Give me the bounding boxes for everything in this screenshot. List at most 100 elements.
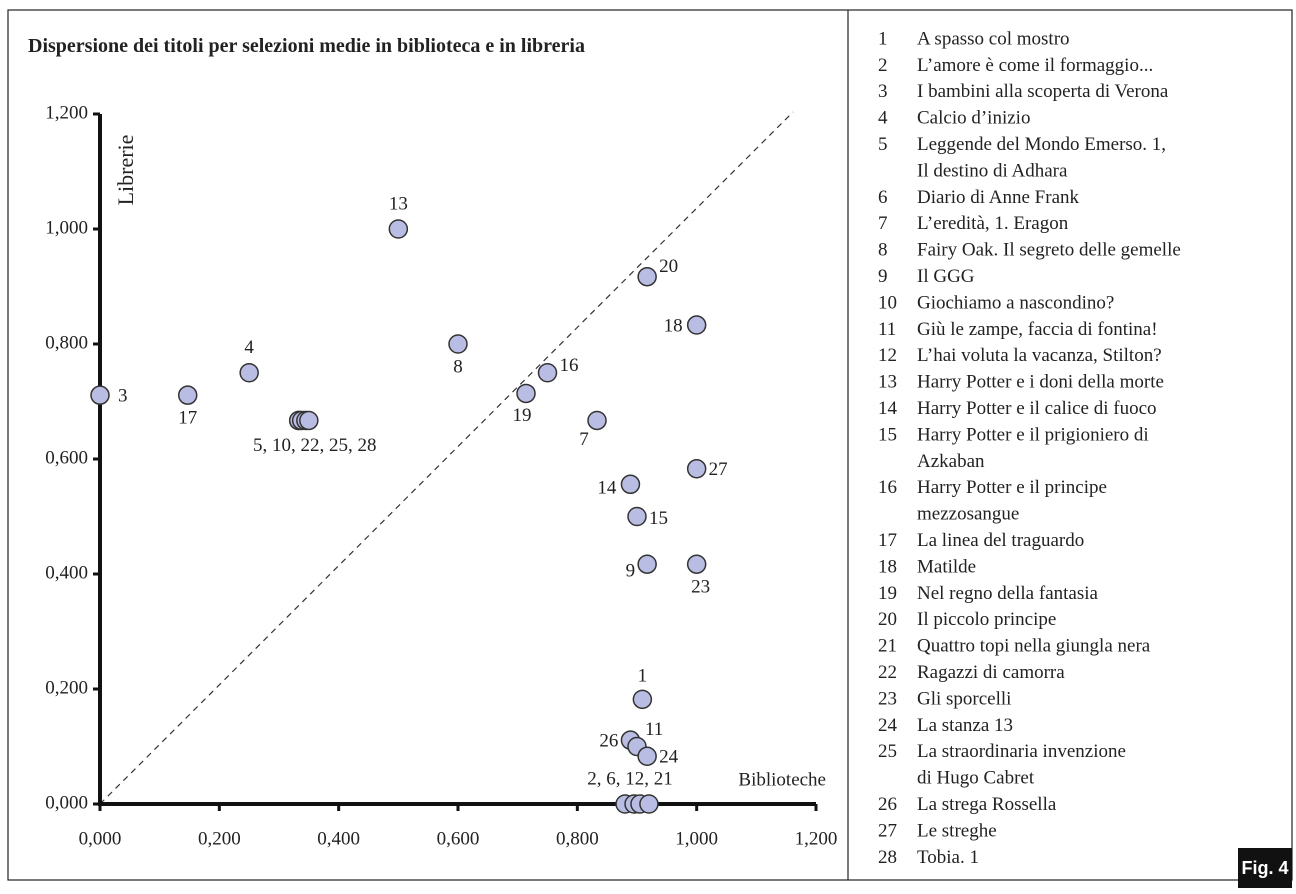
y-tick-label: 1,200: [45, 102, 88, 123]
point: [299, 410, 319, 431]
x-tick-label: 0,000: [79, 828, 122, 849]
legend-text: I bambini alla scoperta di Verona: [917, 81, 1169, 102]
legend-number: 16: [878, 477, 897, 498]
legend-text: Fairy Oak. Il segreto delle gemelle: [917, 240, 1181, 261]
point-label: 14: [597, 478, 617, 499]
legend-text: La stanza 13: [917, 715, 1013, 736]
legend-number: 21: [878, 636, 897, 657]
legend-number: 27: [878, 820, 897, 841]
point-label: 26: [599, 731, 618, 752]
legend-text: La linea del traguardo: [917, 530, 1084, 551]
legend-text: Azkaban: [917, 451, 985, 472]
legend-text: Matilde: [917, 556, 976, 577]
point-label: 3: [118, 386, 128, 407]
legend-number: 9: [878, 266, 888, 287]
y-tick-label: 0,600: [45, 447, 88, 468]
legend-text: Il piccolo principe: [917, 609, 1056, 630]
x-tick-label: 0,600: [437, 828, 480, 849]
point-label: 18: [664, 315, 683, 336]
legend-text: Calcio d’inizio: [917, 108, 1030, 129]
y-axis-label: Librerie: [113, 135, 138, 206]
point: [637, 266, 657, 287]
diagonal: [99, 111, 794, 805]
point-label: 7: [579, 429, 589, 450]
frame: [7, 9, 1293, 881]
legend-number: 15: [878, 424, 897, 445]
point: [177, 385, 198, 405]
legend-text: Harry Potter e il principe: [917, 477, 1107, 498]
point-label: 16: [560, 355, 579, 376]
legend-number: 5: [878, 134, 888, 155]
legend-number: 26: [878, 794, 897, 815]
legend-number: 19: [878, 583, 897, 604]
point: [537, 363, 558, 383]
x-axis-label: Biblioteche: [738, 769, 826, 790]
legend-text: Quattro topi nella giungla nera: [917, 636, 1151, 657]
legend-text: Giù le zampe, faccia di fontina!: [917, 319, 1158, 340]
legend-number: 8: [878, 240, 888, 261]
point: [639, 794, 659, 814]
point: [632, 689, 653, 710]
x-tick-label: 0,800: [556, 828, 599, 849]
legend-number: 24: [878, 715, 898, 736]
y-tick-label: 0,400: [45, 562, 88, 583]
point-label: 9: [626, 561, 636, 582]
legend-text: di Hugo Cabret: [917, 768, 1035, 789]
legend-text: Giochiamo a nascondino?: [917, 292, 1114, 313]
point-label: 1: [638, 666, 648, 687]
y-tick-label: 1,000: [45, 217, 88, 238]
legend-number: 6: [878, 187, 888, 208]
point: [587, 410, 607, 431]
legend-number: 22: [878, 662, 897, 683]
y-tick-label: 0,200: [45, 677, 88, 698]
figure-label: Fig. 4: [1241, 858, 1288, 878]
legend-text: Il GGG: [917, 266, 975, 287]
legend-text: Harry Potter e i doni della morte: [917, 372, 1164, 393]
legend-text: Leggende del Mondo Emerso. 1,: [917, 134, 1166, 155]
legend-text: A spasso col mostro: [917, 28, 1070, 49]
legend-text: La strega Rossella: [917, 794, 1057, 815]
legend-number: 7: [878, 213, 888, 234]
point: [239, 363, 259, 383]
figure-badge: [1238, 848, 1292, 888]
y-tick-label: 0,000: [45, 792, 88, 813]
legend-number: 3: [878, 81, 888, 102]
point-label: 27: [709, 459, 728, 480]
legend-text: Il destino di Adhara: [917, 160, 1068, 181]
point: [388, 219, 409, 239]
point: [516, 383, 536, 404]
legend-text: Harry Potter e il prigioniero di: [917, 424, 1149, 445]
y-tick-label: 0,800: [45, 332, 88, 353]
legend-text: Le streghe: [917, 820, 997, 841]
legend-text: L’eredità, 1. Eragon: [917, 213, 1069, 234]
legend-number: 10: [878, 292, 897, 313]
legend-number: 14: [878, 398, 898, 419]
x-tick-label: 0,400: [317, 828, 360, 849]
x-tick-label: 1,000: [675, 828, 718, 849]
legend-number: 4: [878, 108, 888, 129]
legend-number: 23: [878, 688, 897, 709]
point: [627, 506, 647, 527]
point-label: 23: [691, 577, 710, 598]
point-label: 19: [513, 405, 532, 426]
legend-number: 28: [878, 847, 897, 868]
legend-number: 2: [878, 55, 888, 76]
point: [686, 554, 707, 574]
legend-text: L’hai voluta la vacanza, Stilton?: [917, 345, 1162, 366]
legend-number: 1: [878, 28, 888, 49]
legend-text: Gli sporcelli: [917, 688, 1011, 709]
point: [637, 746, 657, 767]
point-label: 2, 6, 12, 21: [587, 768, 673, 789]
point-label: 20: [659, 256, 678, 277]
point: [686, 459, 707, 479]
point: [448, 334, 468, 354]
point-label: 24: [659, 747, 679, 768]
legend-text: Ragazzi di camorra: [917, 662, 1065, 683]
point-label: 11: [645, 719, 663, 740]
point: [90, 385, 110, 405]
point: [686, 315, 707, 335]
point-label: 15: [649, 508, 668, 529]
point-label: 13: [389, 193, 408, 214]
